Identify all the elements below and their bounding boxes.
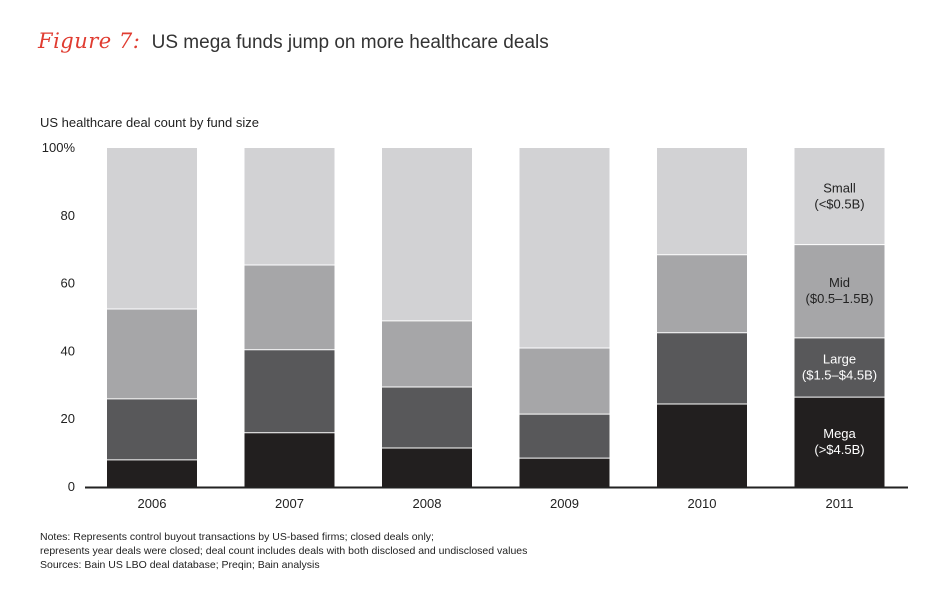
- bar-2008-large: [382, 386, 472, 449]
- bar-2008-mega: [382, 448, 472, 487]
- series-label-mega-line-2: (>$4.5B): [814, 442, 864, 457]
- series-label-mid-line-1: Mid: [829, 275, 850, 290]
- figure-title-text: US mega funds jump on more healthcare de…: [151, 32, 549, 53]
- figure-label: Figure 7:: [38, 29, 141, 53]
- x-tick-label-2010: 2010: [688, 496, 717, 511]
- series-label-large-line-1: Large: [823, 352, 856, 367]
- y-tick-label-40: 40: [61, 343, 75, 358]
- bar-2006-large: [107, 398, 197, 460]
- chart-subtitle: US healthcare deal count by fund size: [40, 115, 259, 130]
- y-tick-label-60: 60: [61, 276, 75, 291]
- bar-2009-large: [519, 414, 610, 459]
- bar-2011-small: [794, 148, 885, 245]
- bar-2010-mid: [657, 254, 747, 333]
- bar-2009-mid: [519, 348, 610, 415]
- figure-title: Figure 7: US mega funds jump on more hea…: [38, 29, 549, 54]
- bar-2010-mega: [657, 403, 747, 487]
- notes-line-2: represents year deals were closed; deal …: [40, 545, 528, 557]
- y-tick-label-80: 80: [61, 208, 75, 223]
- bar-2007-small: [244, 148, 335, 265]
- series-label-small-line-1: Small: [823, 180, 856, 195]
- x-tick-label-2007: 2007: [275, 496, 304, 511]
- bar-2010-large: [657, 332, 747, 404]
- y-tick-label-0: 0: [68, 479, 75, 494]
- y-tick-label-20: 20: [61, 411, 75, 426]
- y-tick-label-100: 100%: [42, 140, 76, 155]
- x-tick-label-2009: 2009: [550, 496, 579, 511]
- bar-2011-large: [794, 337, 885, 398]
- bar-2006-mid: [107, 309, 197, 399]
- x-tick-label-2011: 2011: [826, 496, 854, 511]
- series-label-small-line-2: (<$0.5B): [814, 196, 864, 211]
- bar-2009-small: [519, 148, 610, 349]
- x-tick-label-2006: 2006: [138, 496, 167, 511]
- x-tick-label-2008: 2008: [413, 496, 442, 511]
- bar-2006-mega: [107, 459, 197, 487]
- stacked-bar-chart: 0 20 40 60 80 100% 2006 2007 2008 2009 2010 Mega(>$…: [42, 140, 908, 511]
- series-label-mid-line-2: ($0.5–1.5B): [806, 291, 874, 306]
- bar-2009-mega: [519, 458, 610, 487]
- notes-line-1: Notes: Represents control buyout transac…: [40, 531, 434, 543]
- bar-2006-small: [107, 148, 197, 310]
- bar-2011-mega: [794, 397, 885, 487]
- bar-2010-small: [657, 148, 747, 255]
- bar-2008-small: [382, 148, 472, 321]
- bar-2008-mid: [382, 320, 472, 387]
- series-label-mega-line-1: Mega: [823, 426, 856, 441]
- series-label-large-line-2: ($1.5–$4.5B): [802, 368, 877, 383]
- bar-2007-large: [244, 349, 335, 433]
- bar-2011-mid: [794, 244, 885, 338]
- notes-line-3: Sources: Bain US LBO deal database; Preq…: [40, 559, 320, 571]
- chart-notes: Notes: Represents control buyout transac…: [40, 530, 527, 572]
- bar-2007-mid: [244, 264, 335, 350]
- bar-2007-mega: [244, 432, 335, 487]
